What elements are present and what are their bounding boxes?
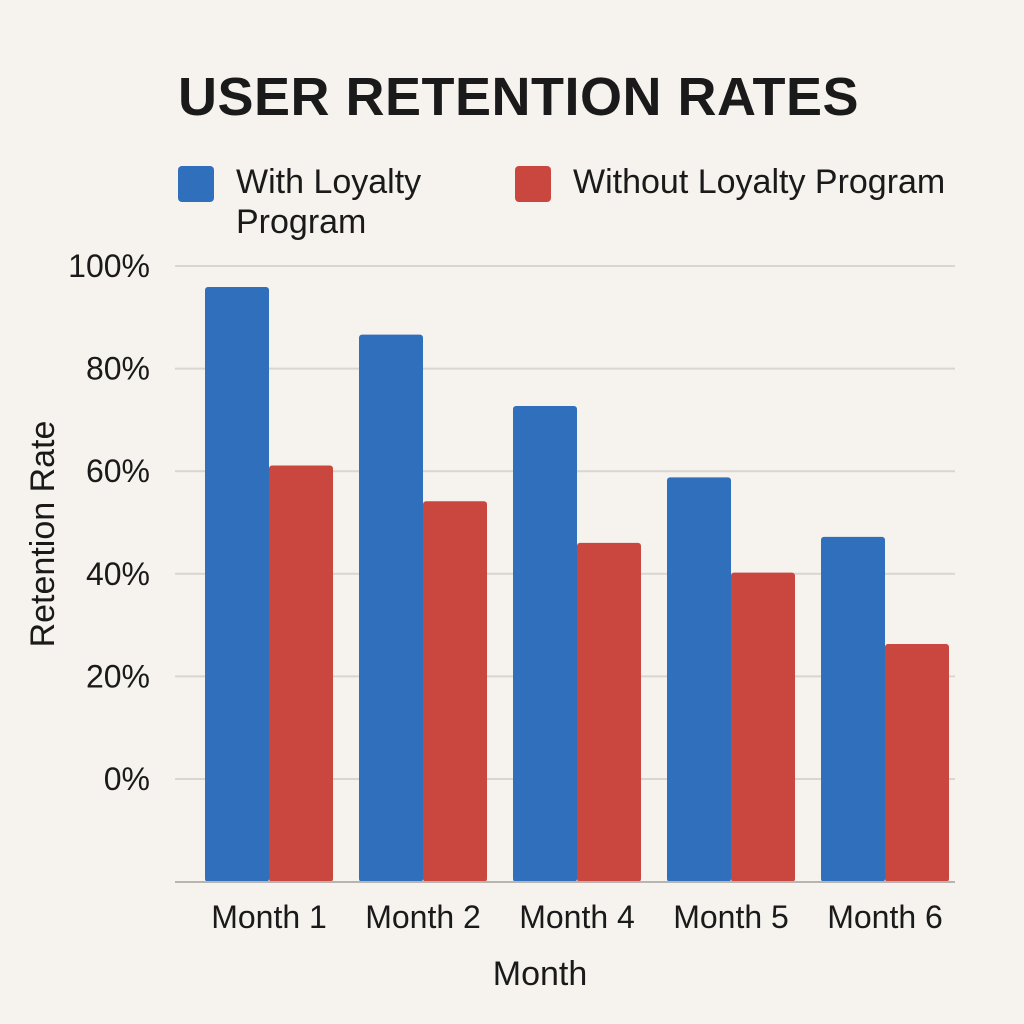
x-tick-label: Month 4 [519, 899, 635, 935]
bar [731, 572, 795, 882]
x-tick-label: Month 6 [827, 899, 943, 935]
legend-swatch-with-loyalty [178, 166, 214, 202]
legend-swatch-without-loyalty [515, 166, 551, 202]
legend-label-without-loyalty: Without Loyalty Program [573, 163, 946, 201]
legend-item-with-loyalty: With Loyalty Program [178, 162, 476, 242]
y-tick-label: 80% [86, 351, 150, 387]
bar [821, 536, 885, 882]
bar [269, 465, 333, 882]
bar [577, 542, 641, 882]
x-axis-title: Month [493, 955, 588, 993]
y-axis-ticks: 100% 80% 60% 40% 20% 0% [68, 248, 150, 797]
bar [513, 406, 577, 882]
x-tick-label: Month 2 [365, 899, 481, 935]
chart-title: USER RETENTION RATES [178, 67, 860, 127]
y-tick-label: 0% [104, 761, 150, 797]
bar [359, 334, 423, 883]
legend-item-without-loyalty: Without Loyalty Program [515, 162, 945, 202]
x-tick-label: Month 5 [673, 899, 789, 935]
y-tick-label: 20% [86, 658, 150, 694]
x-tick-label: Month 1 [211, 899, 327, 935]
y-tick-label: 100% [68, 248, 150, 284]
y-tick-label: 40% [86, 556, 150, 592]
bar [205, 287, 269, 882]
bar-group [205, 287, 949, 883]
y-tick-label: 60% [86, 453, 150, 489]
x-axis-ticks: Month 1 Month 2 Month 4 Month 5 Month 6 [211, 899, 943, 935]
y-axis-title: Retention Rate [24, 421, 62, 648]
bar [667, 477, 731, 882]
bar [423, 501, 487, 882]
bar [885, 644, 949, 882]
legend-label-with-loyalty: With Loyalty Program [236, 163, 422, 241]
